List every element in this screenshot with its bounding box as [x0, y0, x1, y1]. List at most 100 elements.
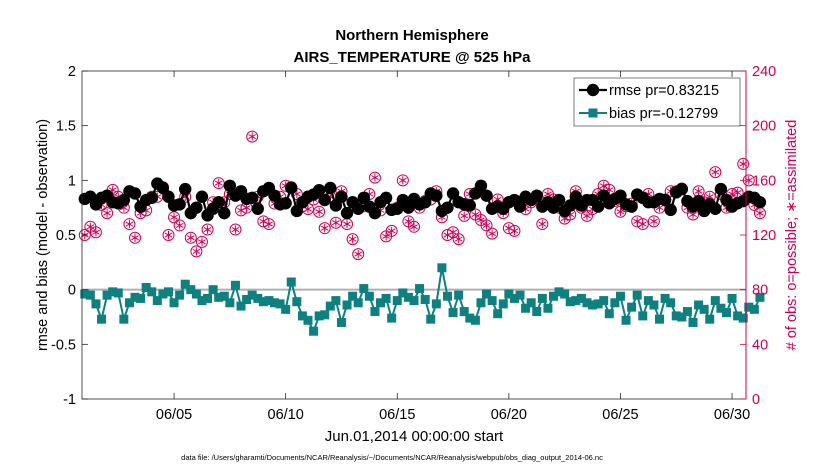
rmse-point [552, 193, 566, 207]
bias-point [314, 311, 324, 321]
chart-title-line-2: AIRS_TEMPERATURE @ 525 hPa [294, 49, 532, 66]
rmse-point [513, 200, 527, 213]
bias-point [286, 277, 296, 287]
obs-possible-marker [737, 157, 750, 170]
legend-bias-marker [588, 108, 598, 118]
bias-point [264, 296, 274, 306]
chart-title-line-1: Northern Hemisphere [335, 27, 488, 44]
obs-assimilated-marker [86, 222, 95, 231]
bias-point [359, 284, 369, 294]
legend-box [573, 77, 741, 127]
obs-assimilated-marker [248, 132, 257, 141]
obs-assimilated-marker [471, 210, 480, 219]
bias-point [537, 293, 547, 303]
bias-point [242, 295, 252, 305]
bias-point [554, 287, 564, 297]
bias-point [364, 291, 374, 301]
bias-point [470, 315, 480, 325]
bias-point [320, 310, 330, 320]
bias-point [744, 302, 754, 312]
rmse-point [223, 179, 237, 192]
y-right-tick-label: 160 [752, 173, 776, 189]
obs-possible-marker [89, 226, 102, 239]
obs-assimilated-marker [304, 204, 312, 214]
bias-point [515, 290, 525, 300]
x-tick-label: 06/25 [602, 407, 638, 423]
rmse-point [318, 193, 331, 207]
obs-assimilated-marker [510, 226, 519, 236]
obs-possible-marker [346, 233, 359, 246]
bias-point [186, 285, 196, 295]
obs-possible-marker [168, 211, 181, 224]
footnote: data file: /Users/gharamti/Documents/NCA… [181, 453, 603, 462]
obs-assimilated-marker [175, 221, 184, 230]
rmse-point [128, 187, 142, 200]
bias-point [476, 298, 486, 308]
obs-possible-marker [313, 205, 326, 218]
obs-assimilated-marker [203, 225, 212, 234]
bias-point [203, 293, 213, 303]
obs-possible-marker [647, 215, 660, 228]
bias-point [454, 290, 464, 300]
obs-assimilated-marker [733, 188, 742, 197]
obs-assimilated-marker [382, 232, 390, 241]
bias-point [448, 308, 458, 318]
obs-possible-marker [201, 223, 214, 236]
bias-point [247, 290, 257, 300]
rmse-point [480, 189, 493, 202]
bias-point [660, 293, 670, 303]
bias-point [108, 287, 118, 297]
bias-point [465, 313, 475, 323]
bias-point [275, 299, 285, 309]
bias-point [426, 314, 436, 324]
bias-point [738, 313, 748, 323]
bias-point [582, 298, 592, 308]
obs-possible-marker [123, 218, 136, 231]
obs-assimilated-marker [231, 225, 240, 234]
bias-point [236, 301, 246, 311]
rmse-point [279, 197, 292, 210]
rmse-point [212, 196, 225, 209]
obs-assimilated-marker [398, 176, 407, 185]
bias-point [270, 298, 280, 308]
bias-point [482, 289, 492, 299]
rmse-point [245, 191, 259, 205]
obs-assimilated-marker [331, 218, 340, 227]
bias-point [163, 287, 173, 297]
obs-assimilated-marker [460, 211, 469, 221]
obs-possible-marker [368, 171, 381, 184]
obs-assimilated-marker [198, 237, 206, 247]
obs-assimilated-marker [315, 207, 324, 216]
bias-point [755, 292, 765, 302]
bias-point [85, 290, 95, 300]
rmse-point [658, 193, 672, 207]
bias-point [627, 302, 637, 312]
bias-point [621, 315, 631, 325]
bias-point [197, 296, 207, 306]
obs-possible-marker [162, 229, 175, 241]
obs-assimilated-marker [186, 233, 195, 242]
obs-assimilated-marker [538, 219, 547, 229]
obs-possible-marker [195, 235, 208, 248]
obs-assimilated-marker [650, 217, 658, 226]
rmse-point [251, 202, 264, 215]
bias-point [253, 293, 263, 303]
obs-assimilated-marker [404, 217, 413, 226]
bias-point [599, 296, 609, 306]
bias-point [331, 296, 341, 306]
bias-point [119, 314, 129, 324]
rmse-point [179, 182, 192, 196]
obs-assimilated-marker [103, 208, 111, 218]
x-tick-label: 06/30 [714, 407, 750, 423]
bias-point [437, 263, 447, 273]
obs-assimilated-marker [477, 215, 485, 225]
rmse-point [379, 191, 393, 205]
bias-point [387, 313, 397, 323]
bias-point [588, 300, 598, 310]
rmse-point [530, 189, 543, 202]
bias-point [136, 293, 146, 303]
axis-layer: 06/05 06/10 06/15 06/20 06/25 06/30 -1 -0.5 0 0.5… [51, 64, 776, 423]
bias-point [191, 289, 201, 299]
rmse-point [335, 190, 348, 203]
bias-point [141, 282, 151, 292]
